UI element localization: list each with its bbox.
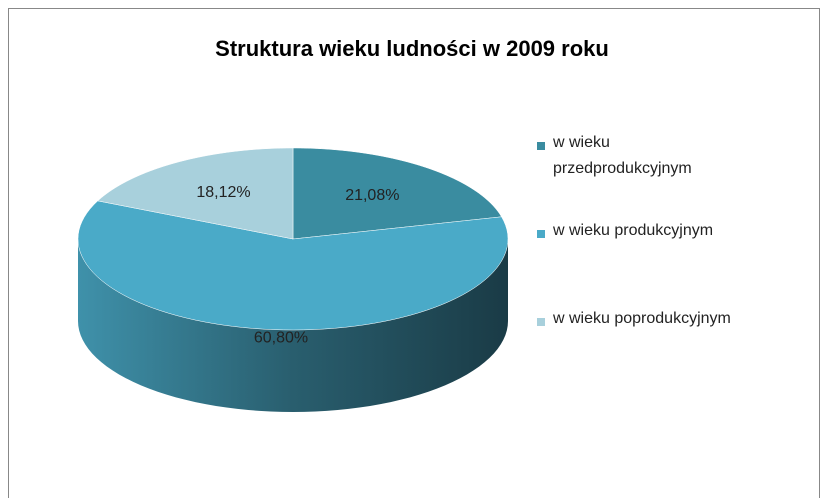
legend-label: w wieku przedprodukcyjnym (553, 134, 692, 177)
legend-label: w wieku produkcyjnym (553, 222, 714, 239)
slice (292, 147, 502, 240)
slice-side (78, 239, 508, 412)
legend-item: w wieku produkcyjnym (537, 222, 767, 312)
slice (77, 200, 509, 331)
slice (97, 147, 294, 240)
chart-frame (8, 8, 820, 498)
legend-label: w wieku poprodukcyjnym (553, 310, 731, 327)
legend-item: w wieku przedprodukcyjnym (537, 134, 767, 224)
chart-title: Struktura wieku ludności w 2009 roku (215, 36, 609, 61)
legend-swatch (537, 230, 545, 238)
legend-swatch (537, 318, 545, 326)
data-label: 21,08% (345, 187, 399, 204)
legend-swatch (537, 142, 545, 150)
data-label: 18,12% (196, 184, 250, 201)
data-label: 60,80% (254, 330, 308, 347)
legend: w wieku przedprodukcyjnym w wieku produkc… (537, 134, 767, 400)
legend-item: w wieku poprodukcyjnym (537, 310, 767, 400)
